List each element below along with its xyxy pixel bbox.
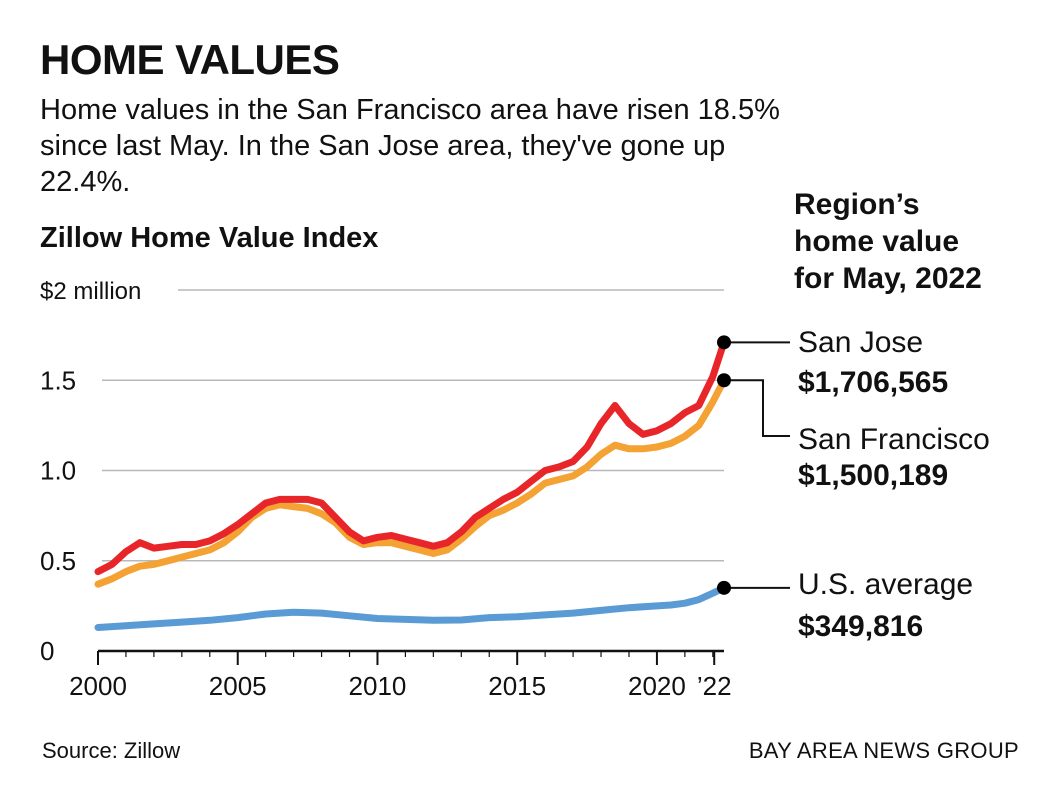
x-tick-label: 2005 (209, 671, 267, 701)
chart-title-heading: HOME VALUES (40, 36, 340, 83)
x-tick-label: ’22 (697, 671, 732, 701)
series-line-u-s-average (94, 584, 728, 631)
series-value-san-jose: $1,706,565 (798, 366, 948, 399)
y-tick-label: $2 million (40, 278, 141, 305)
source-note: Source: Zillow (42, 738, 181, 763)
x-tick-label: 2015 (488, 671, 546, 701)
region-value-heading: Region’s home value for May, 2022 (794, 188, 982, 295)
chart-index-title: Zillow Home Value Index (40, 222, 379, 254)
series-line-san-jose (94, 338, 728, 576)
y-tick-label: 1.0 (40, 456, 76, 486)
x-tick-label: 2000 (69, 671, 127, 701)
series-value-san-francisco: $1,500,189 (798, 459, 948, 492)
series-label-san-jose: San Jose (798, 326, 923, 359)
leader-line-san-francisco (724, 379, 790, 437)
series-label-san-francisco: San Francisco (798, 423, 990, 456)
publisher-credit: BAY AREA NEWS GROUP (748, 738, 1019, 763)
series-line-san-francisco (94, 376, 728, 588)
series-label-u-s-average: U.S. average (798, 568, 973, 601)
x-tick-label: 2010 (349, 671, 407, 701)
y-tick-label: 0.5 (40, 546, 76, 576)
line-chart: $2 million 1.5 1.0 0.5 0 2000 2005 2010 2015 2020… (40, 278, 990, 701)
series-value-u-s-average: $349,816 (798, 610, 923, 643)
end-point-u-s-average (717, 580, 731, 595)
end-point-san-francisco (717, 373, 731, 388)
end-point-san-jose (717, 335, 731, 350)
chart-subtitle: Home values in the San Francisco area ha… (40, 94, 780, 198)
y-tick-label: 1.5 (40, 365, 76, 395)
x-tick-label: 2020 (628, 671, 686, 701)
y-tick-label: 0 (40, 636, 54, 666)
